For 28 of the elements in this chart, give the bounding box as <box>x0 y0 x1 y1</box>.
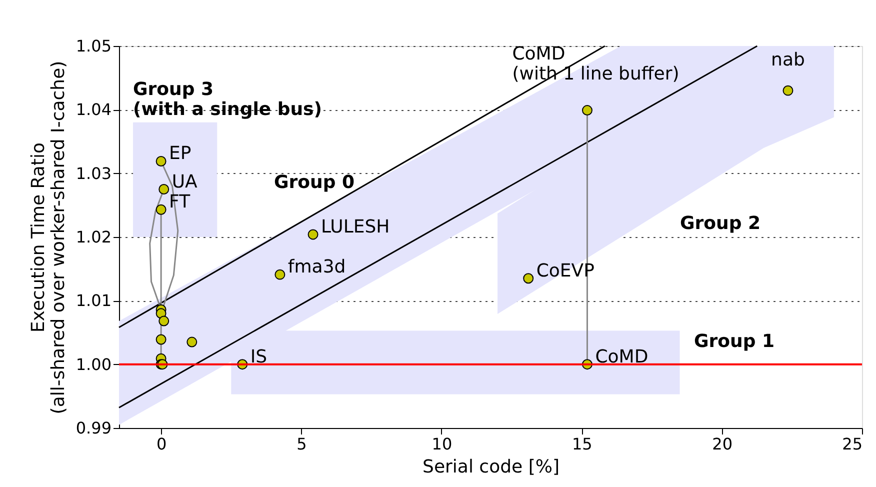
annotation: CoEVP <box>536 260 595 282</box>
y-tick-label: 1.03 <box>76 164 112 183</box>
y-tick-label: 1.02 <box>76 228 112 246</box>
annotation: Group 2 <box>680 213 761 234</box>
annotation: FT <box>169 192 192 213</box>
x-tick-label: 20 <box>712 434 732 454</box>
y-tick-label: 1.04 <box>76 100 112 120</box>
annotation: Group 0 <box>274 172 355 193</box>
x-tick-label: 15 <box>572 434 592 454</box>
x-axis-title: Serial code [%] <box>422 456 560 478</box>
y-tick-label: 1.01 <box>76 291 112 310</box>
annotation: LULESH <box>321 216 390 238</box>
x-tick-label: 25 <box>842 434 862 454</box>
annotation: CoMD <box>595 346 648 368</box>
annotation: EP <box>169 143 192 164</box>
x-tick-label: 0 <box>156 434 167 454</box>
annotation: nab <box>771 50 805 71</box>
x-tick-label: 10 <box>432 434 452 454</box>
x-tick-label: 5 <box>296 434 307 454</box>
annotation: Group 1 <box>694 331 775 352</box>
annotation: fma3d <box>288 256 346 278</box>
annotation: UA <box>172 171 198 192</box>
y-tick-label: 0.99 <box>76 418 112 438</box>
annotation: Group 3 (with a single bus) <box>133 79 322 120</box>
y-axis-title: Execution Time Ratio (all-shared over worker-shared I-cache) <box>28 60 69 414</box>
annotation: IS <box>250 346 268 368</box>
y-tick-label: 1.05 <box>76 36 112 56</box>
y-tick-label: 1.00 <box>76 354 112 374</box>
